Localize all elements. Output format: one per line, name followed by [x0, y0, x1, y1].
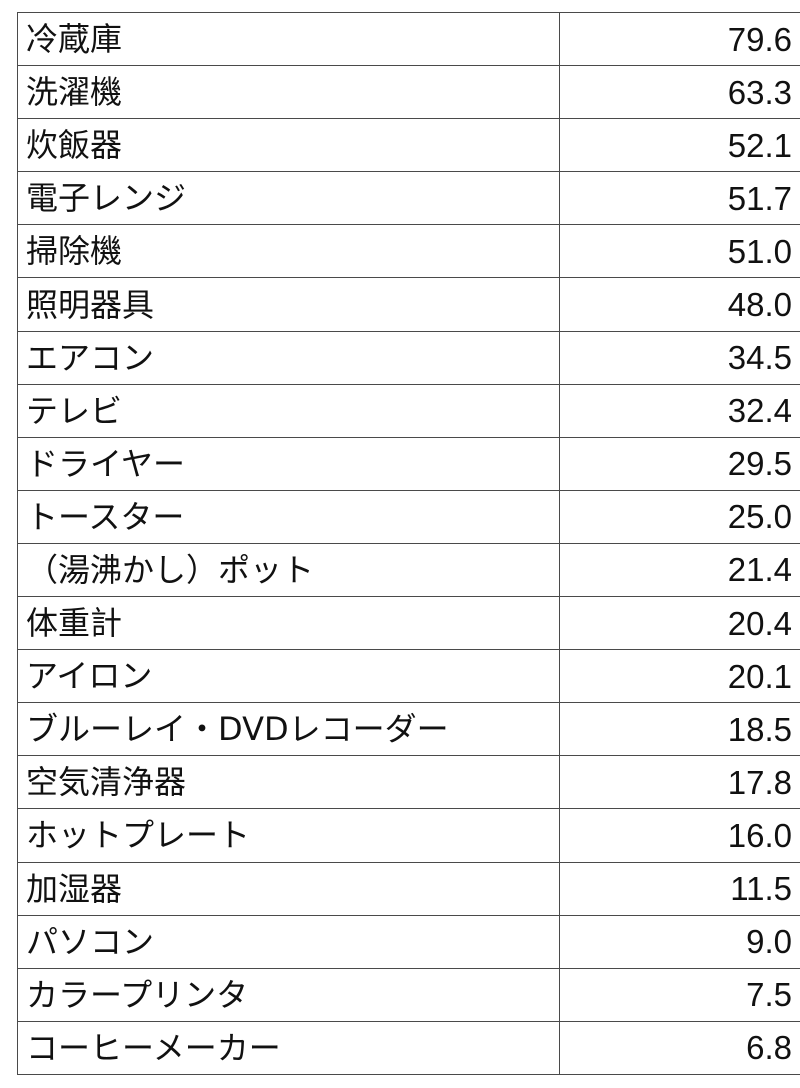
item-name-cell: ドライヤー: [17, 436, 560, 491]
item-value-cell: 51.7: [559, 171, 800, 226]
table-row: （湯沸かし）ポット 21.4: [17, 542, 800, 598]
item-value-cell: 52.1: [559, 118, 800, 173]
table-row: アイロン 20.1: [17, 649, 800, 704]
table-row: パソコン 9.0: [17, 914, 800, 969]
item-value-cell: 11.5: [559, 861, 800, 916]
item-value-cell: 18.5: [559, 702, 800, 757]
table-row: 洗濯機 63.3: [17, 65, 800, 120]
table-row: 電子レンジ 51.7: [17, 171, 800, 226]
item-name-cell: 電子レンジ: [17, 171, 560, 226]
item-name-cell: コーヒーメーカー: [17, 1020, 560, 1075]
table-row: トースター 25.0: [17, 489, 800, 544]
table-row: 体重計 20.4: [17, 596, 800, 651]
item-value-cell: 20.1: [559, 649, 800, 704]
item-value-cell: 79.6: [559, 11, 800, 67]
item-name-cell: アイロン: [17, 649, 560, 704]
item-name-cell: 加湿器: [17, 861, 560, 916]
item-name-cell: 照明器具: [17, 277, 560, 332]
appliance-table-body: 冷蔵庫 79.6 洗濯機 63.3 炊飯器 52.1 電子レンジ 51.7 掃除…: [17, 11, 800, 1075]
item-name-cell: （湯沸かし）ポット: [17, 542, 560, 598]
item-name-cell: 掃除機: [17, 224, 560, 279]
item-value-cell: 20.4: [559, 596, 800, 651]
table-row: 空気清浄器 17.8: [17, 755, 800, 810]
item-name-cell: ホットプレート: [17, 808, 560, 863]
item-value-cell: 17.8: [559, 755, 800, 810]
item-value-cell: 29.5: [559, 436, 800, 491]
table-row: コーヒーメーカー 6.8: [17, 1020, 800, 1075]
table-row: 加湿器 11.5: [17, 861, 800, 916]
table-row: エアコン 34.5: [17, 330, 800, 385]
item-value-cell: 48.0: [559, 277, 800, 332]
item-name-cell: パソコン: [17, 914, 560, 969]
table-row: 冷蔵庫 79.6: [17, 11, 800, 67]
item-value-cell: 32.4: [559, 383, 800, 438]
item-value-cell: 6.8: [559, 1020, 800, 1075]
item-value-cell: 7.5: [559, 967, 800, 1022]
table-row: ホットプレート 16.0: [17, 808, 800, 863]
table-row: 照明器具 48.0: [17, 277, 800, 332]
item-value-cell: 9.0: [559, 914, 800, 969]
item-name-cell: 洗濯機: [17, 65, 560, 120]
item-name-cell: トースター: [17, 489, 560, 544]
item-name-cell: エアコン: [17, 330, 560, 385]
item-name-cell: 炊飯器: [17, 118, 560, 173]
item-value-cell: 63.3: [559, 65, 800, 120]
item-value-cell: 25.0: [559, 489, 800, 544]
appliance-table: 冷蔵庫 79.6 洗濯機 63.3 炊飯器 52.1 電子レンジ 51.7 掃除…: [17, 11, 800, 1075]
table-row: ブルーレイ・DVDレコーダー 18.5: [17, 702, 800, 757]
item-name-cell: ブルーレイ・DVDレコーダー: [17, 702, 560, 757]
item-name-cell: 体重計: [17, 596, 560, 651]
table-row: カラープリンタ 7.5: [17, 967, 800, 1022]
table-row: ドライヤー 29.5: [17, 436, 800, 491]
item-name-cell: カラープリンタ: [17, 967, 560, 1022]
item-value-cell: 51.0: [559, 224, 800, 279]
item-value-cell: 21.4: [559, 542, 800, 598]
table-row: テレビ 32.4: [17, 383, 800, 438]
item-value-cell: 16.0: [559, 808, 800, 863]
appliance-table-container: 冷蔵庫 79.6 洗濯機 63.3 炊飯器 52.1 電子レンジ 51.7 掃除…: [17, 11, 800, 1075]
item-value-cell: 34.5: [559, 330, 800, 385]
item-name-cell: 冷蔵庫: [17, 11, 560, 67]
table-row: 炊飯器 52.1: [17, 118, 800, 173]
item-name-cell: 空気清浄器: [17, 755, 560, 810]
item-name-cell: テレビ: [17, 383, 560, 438]
table-row: 掃除機 51.0: [17, 224, 800, 279]
